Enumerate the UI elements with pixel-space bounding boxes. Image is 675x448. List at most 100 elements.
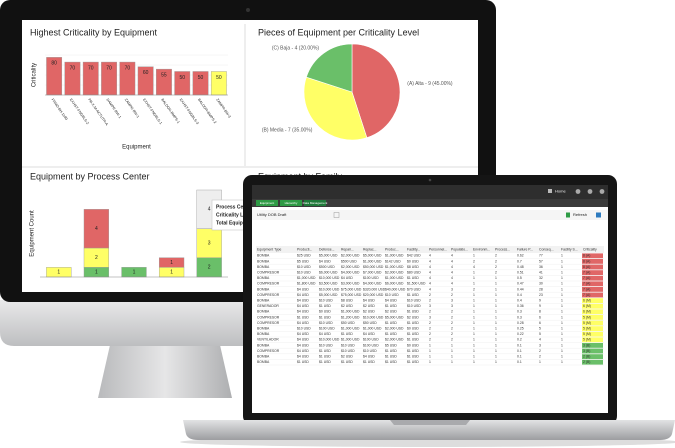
table-cell: 30	[539, 282, 543, 286]
y-axis-label: Criticality	[32, 63, 38, 87]
table-cell: 1	[561, 276, 563, 280]
column-header: Facility...	[407, 247, 420, 251]
table-cell: 4	[451, 265, 453, 269]
table-cell: 5	[539, 332, 541, 336]
table-cell: $10 USD	[297, 326, 311, 330]
table-cell: 5 (M)	[583, 332, 591, 336]
column-header: Populatio...	[451, 247, 468, 251]
table-cell: 2	[429, 326, 431, 330]
table-cell: $1,000 USD	[363, 259, 382, 263]
laptop-content: Home Utility DOB Draft Refresh Equipment…	[252, 185, 608, 366]
table-cell: 2	[429, 293, 431, 297]
refresh-icon[interactable]	[566, 212, 570, 218]
table-cell: 2	[451, 321, 453, 325]
icon[interactable]	[575, 189, 581, 194]
table-cell: $1,000 USD	[341, 338, 360, 342]
icon[interactable]	[596, 212, 601, 218]
table-cell: $1 USD	[341, 360, 353, 364]
table-cell: 32	[539, 276, 543, 280]
table-cell: $4 USD	[297, 293, 309, 297]
tab[interactable]	[280, 200, 302, 206]
table-cell: 0.22	[517, 332, 524, 336]
x-axis-label: Equipment	[122, 145, 151, 151]
table-cell: 1	[561, 270, 563, 274]
table-cell: 4	[429, 282, 431, 286]
data-label: (C) Baja - 4 (20.00%)	[272, 46, 320, 52]
table-cell: $1 USD	[319, 315, 331, 319]
table-cell: 2	[451, 332, 453, 336]
tab[interactable]	[256, 200, 278, 206]
table-cell: 36	[539, 265, 543, 269]
tab-label[interactable]: Hierarchy	[285, 201, 298, 205]
table-cell: 2	[451, 326, 453, 330]
data-label: 2	[95, 255, 98, 261]
table-cell: 2	[473, 287, 475, 291]
laptop-screen	[252, 185, 608, 413]
icon[interactable]	[333, 212, 340, 218]
table-cell: $1,200 USD	[341, 315, 360, 319]
table-cell: 7 (A)	[583, 270, 590, 274]
table-cell: $10 USD	[407, 298, 421, 302]
table-cell: 1	[561, 259, 563, 263]
table-cell: $5,000 USD	[363, 254, 382, 258]
tab-label[interactable]: Equipment	[260, 201, 275, 205]
table-cell: $1 USD	[319, 354, 331, 358]
table-cell: COMPRESOR	[257, 321, 280, 325]
table-cell: $5 USD	[297, 259, 309, 263]
table-cell: 1	[495, 304, 497, 308]
table-cell: $10 USD	[341, 343, 355, 347]
refresh-button[interactable]: Refresh	[573, 212, 587, 217]
tab-label[interactable]: Data Management	[303, 201, 328, 205]
table-cell: $1 USD	[385, 354, 397, 358]
table-cell: 2	[429, 332, 431, 336]
table-cell: 1	[539, 360, 541, 364]
table-cell: $4 USD	[341, 276, 353, 280]
table-cell: 1	[473, 326, 475, 330]
table-cell: $1 USD	[385, 360, 397, 364]
table-cell: $50 USD	[363, 321, 377, 325]
data-label: 1	[57, 269, 60, 275]
nav-home[interactable]: Home	[555, 189, 566, 194]
table-cell: $10 USD	[319, 321, 333, 325]
data-label: 4	[95, 226, 98, 232]
data-label: 50	[216, 75, 222, 81]
icon[interactable]	[587, 189, 593, 194]
table-cell: $25 USD	[297, 254, 311, 258]
table-cell: 1	[561, 326, 563, 330]
table-cell: 1	[451, 349, 453, 353]
table-cell: 6	[539, 321, 541, 325]
laptop-notch	[390, 420, 470, 425]
table-cell: 57	[539, 259, 543, 263]
table-cell: $1 USD	[407, 360, 419, 364]
table-cell: 28	[539, 287, 543, 291]
table-cell: 1	[495, 310, 497, 314]
table-cell: COMPRESOR	[257, 315, 280, 319]
criticality-cell	[582, 315, 603, 320]
table-cell: $4 USD	[363, 332, 375, 336]
table-cell: $50 USD	[341, 321, 355, 325]
data-label: 1	[95, 269, 98, 275]
tooltip-text: Process Ce	[216, 204, 243, 210]
icon[interactable]	[599, 189, 605, 194]
data-label: 3	[208, 240, 211, 246]
tab[interactable]	[304, 200, 326, 206]
data-label: 80	[51, 61, 57, 67]
criticality-cell	[582, 298, 603, 303]
table-cell: COMPRESOR	[257, 293, 280, 297]
table-cell: $1 USD	[407, 310, 419, 314]
column-header: Personnel...	[429, 247, 447, 251]
table-cell: 2	[451, 315, 453, 319]
table-cell: $1,000 USD	[297, 276, 316, 280]
table-cell: BOMBA	[257, 332, 270, 336]
data-label: 70	[88, 65, 94, 71]
table-cell: $1 USD	[407, 354, 419, 358]
table-cell: 1	[495, 293, 497, 297]
table-cell: $10,000 USD	[319, 338, 340, 342]
data-label: 1	[170, 260, 173, 266]
table-cell: 0.4	[517, 293, 522, 297]
table-cell: 3	[429, 304, 431, 308]
table-cell: 8 (A)	[583, 259, 590, 263]
column-header: Producti...	[297, 247, 312, 251]
table-cell: $1,000 USD	[363, 326, 382, 330]
table-cell: 3	[451, 304, 453, 308]
